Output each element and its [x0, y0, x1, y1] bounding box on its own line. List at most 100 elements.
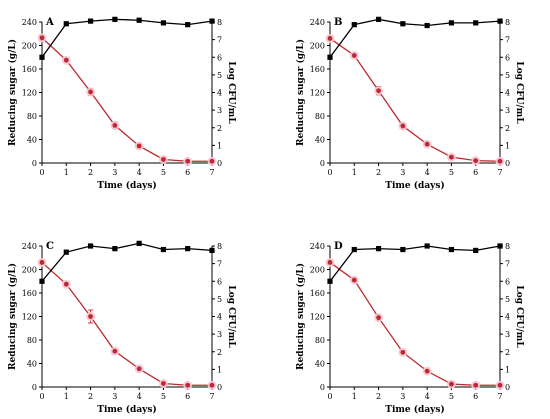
cfu-point — [351, 246, 357, 253]
y2-tick-label: 6 — [505, 277, 510, 286]
y-tick-label: 160 — [310, 65, 325, 74]
x-tick-label: 6 — [185, 392, 190, 401]
y-axis-title: Reducing sugar (g/L) — [295, 39, 306, 146]
y2-tick-label: 2 — [505, 348, 510, 357]
cfu-series-line — [329, 245, 501, 282]
sugar-point — [327, 36, 333, 41]
sugar-point — [161, 157, 166, 162]
y2-tick-label: 7 — [217, 260, 222, 269]
cfu-point — [448, 246, 455, 253]
x-axis-title: Time (days) — [97, 404, 156, 415]
y-tick-label: 0 — [32, 159, 37, 168]
sugar-point — [136, 366, 142, 372]
cfu-point — [39, 278, 45, 284]
y2-tick-label: 4 — [505, 313, 510, 322]
y-axis-title: Reducing sugar (g/L) — [295, 263, 306, 370]
cfu-point — [327, 54, 333, 60]
y-tick-label: 40 — [27, 360, 37, 369]
x-tick-label: 4 — [137, 168, 142, 177]
cfu-point — [327, 278, 333, 284]
x-tick-label: 2 — [376, 168, 381, 177]
x-tick-label: 6 — [473, 168, 478, 177]
y-tick-label: 0 — [32, 383, 37, 392]
cfu-point — [136, 240, 142, 246]
y2-tick-label: 3 — [505, 330, 510, 339]
cfu-series-line — [41, 242, 213, 282]
x-tick-label: 7 — [209, 168, 214, 177]
y2-tick-label: 6 — [217, 277, 222, 286]
y2-tick-label: 8 — [505, 242, 510, 251]
x-tick-label: 2 — [88, 168, 93, 177]
x-tick-label: 7 — [209, 392, 214, 401]
sugar-point — [424, 141, 430, 147]
y-tick-label: 40 — [315, 360, 325, 369]
y-axis-title: Reducing sugar (g/L) — [7, 263, 18, 370]
x-tick-label: 1 — [64, 392, 69, 401]
sugar-point — [400, 123, 406, 129]
sugar-point — [112, 123, 118, 128]
x-tick-label: 5 — [449, 392, 454, 401]
y2-tick-label: 5 — [505, 71, 510, 80]
cfu-point — [185, 246, 191, 252]
cfu-point — [39, 54, 45, 60]
cfu-point — [400, 21, 406, 27]
y2-axis-title: Log CFU/mL — [514, 61, 524, 124]
x-tick-label: 3 — [400, 168, 405, 177]
cfu-point — [497, 18, 503, 24]
cfu-point — [112, 246, 118, 252]
x-tick-label: 2 — [376, 392, 381, 401]
sugar-point — [88, 314, 93, 319]
y-tick-label: 80 — [27, 336, 37, 345]
y2-axis-title: Log CFU/mL — [226, 61, 236, 124]
y2-tick-label: 6 — [505, 53, 510, 62]
x-axis-title: Time (days) — [385, 404, 444, 415]
y2-tick-label: 4 — [217, 313, 222, 322]
y2-tick-label: 1 — [505, 365, 510, 374]
y2-tick-label: 1 — [217, 141, 222, 150]
y-tick-label: 200 — [310, 42, 325, 51]
x-tick-label: 0 — [39, 168, 44, 177]
sugar-point — [112, 348, 118, 354]
sugar-point — [449, 154, 454, 160]
x-tick-label: 7 — [497, 392, 502, 401]
y2-tick-label: 3 — [217, 106, 222, 115]
cfu-point — [185, 22, 191, 28]
y2-tick-label: 5 — [217, 295, 222, 304]
y2-tick-label: 3 — [505, 106, 510, 115]
y-tick-label: 200 — [310, 266, 325, 275]
sugar-point — [209, 158, 215, 164]
cfu-point — [160, 246, 167, 253]
x-axis-title: Time (days) — [97, 180, 156, 191]
y-tick-label: 40 — [315, 136, 325, 145]
sugar-point — [136, 143, 142, 149]
x-tick-label: 5 — [449, 168, 454, 177]
y-tick-label: 120 — [310, 313, 325, 322]
x-tick-label: 4 — [137, 392, 142, 401]
sugar-point — [185, 158, 191, 164]
sugar-point — [39, 35, 45, 41]
cfu-series-line — [41, 18, 213, 58]
y2-tick-label: 8 — [217, 242, 222, 251]
panel-label: B — [334, 17, 342, 28]
cfu-point — [375, 246, 382, 252]
cfu-point — [209, 18, 215, 24]
panel-label: C — [46, 241, 54, 252]
y2-tick-label: 0 — [217, 159, 222, 168]
cfu-point — [375, 16, 382, 22]
y2-tick-label: 4 — [217, 89, 222, 98]
y2-tick-label: 2 — [505, 124, 510, 133]
cfu-point — [424, 22, 430, 29]
y2-axis-title: Log CFU/mL — [514, 285, 524, 348]
y2-tick-label: 2 — [217, 124, 222, 133]
x-tick-label: 3 — [400, 392, 405, 401]
panel-label: A — [45, 17, 54, 28]
cfu-point — [473, 20, 479, 26]
x-tick-label: 4 — [425, 168, 430, 177]
y2-tick-label: 5 — [217, 71, 222, 80]
sugar-point — [39, 260, 45, 265]
y-tick-label: 120 — [310, 89, 325, 98]
cfu-series-line — [329, 18, 501, 58]
sugar-point — [424, 368, 430, 374]
